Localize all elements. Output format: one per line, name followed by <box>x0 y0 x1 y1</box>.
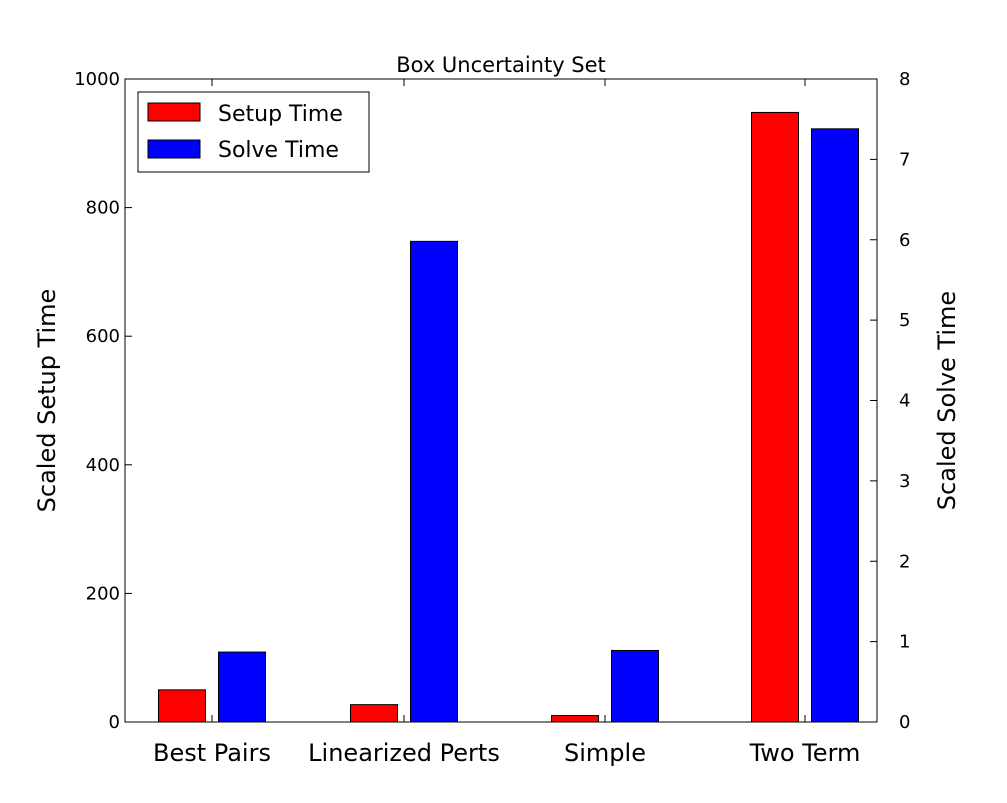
bar-setup-time-0 <box>158 689 206 723</box>
category-labels: Best Pairs Linearized Perts Simple Two Term <box>153 79 860 767</box>
left-tick-label: 600 <box>86 326 120 347</box>
legend-swatch-solve-time <box>147 139 201 159</box>
right-tick-label: 7 <box>899 149 910 170</box>
category-label: Best Pairs <box>153 739 271 767</box>
y-axis-label: Scaled Setup Time <box>33 289 61 513</box>
bar-solve-time-1 <box>410 240 458 723</box>
right-tick-label: 5 <box>899 310 910 331</box>
category-label: Two Term <box>749 739 861 767</box>
category-label: Linearized Perts <box>308 739 500 767</box>
bar-setup-time-2 <box>551 715 599 723</box>
left-axis-ticks: 0 200 400 600 800 1000 <box>74 69 132 733</box>
chart-title: Box Uncertainty Set <box>396 53 606 77</box>
left-tick-label: 800 <box>86 198 120 219</box>
bar-solve-time-2 <box>611 649 659 723</box>
right-tick-label: 6 <box>899 230 910 251</box>
bar-solve-time-0 <box>218 651 266 723</box>
right-tick-label: 4 <box>899 391 910 412</box>
left-tick-label: 400 <box>86 455 120 476</box>
bar-setup-time-3 <box>751 111 799 723</box>
legend-label-setup-time: Setup Time <box>218 102 343 127</box>
legend-swatch-setup-time <box>147 102 201 122</box>
bars-group <box>158 111 859 723</box>
right-tick-label: 0 <box>899 712 910 733</box>
legend: Setup Time Solve Time <box>137 91 370 173</box>
left-tick-label: 1000 <box>74 69 120 90</box>
bar-solve-time-3 <box>811 128 859 723</box>
right-axis-ticks: 0 1 2 3 4 5 6 7 8 <box>870 69 910 733</box>
y2-axis-label: Scaled Solve Time <box>933 291 961 510</box>
right-tick-label: 2 <box>899 551 910 572</box>
right-tick-label: 8 <box>899 69 910 90</box>
right-tick-label: 1 <box>899 632 910 653</box>
left-tick-label: 0 <box>109 712 120 733</box>
right-tick-label: 3 <box>899 471 910 492</box>
bar-setup-time-1 <box>350 704 398 723</box>
category-label: Simple <box>564 739 646 767</box>
left-tick-label: 200 <box>86 583 120 604</box>
legend-label-solve-time: Solve Time <box>218 138 339 163</box>
